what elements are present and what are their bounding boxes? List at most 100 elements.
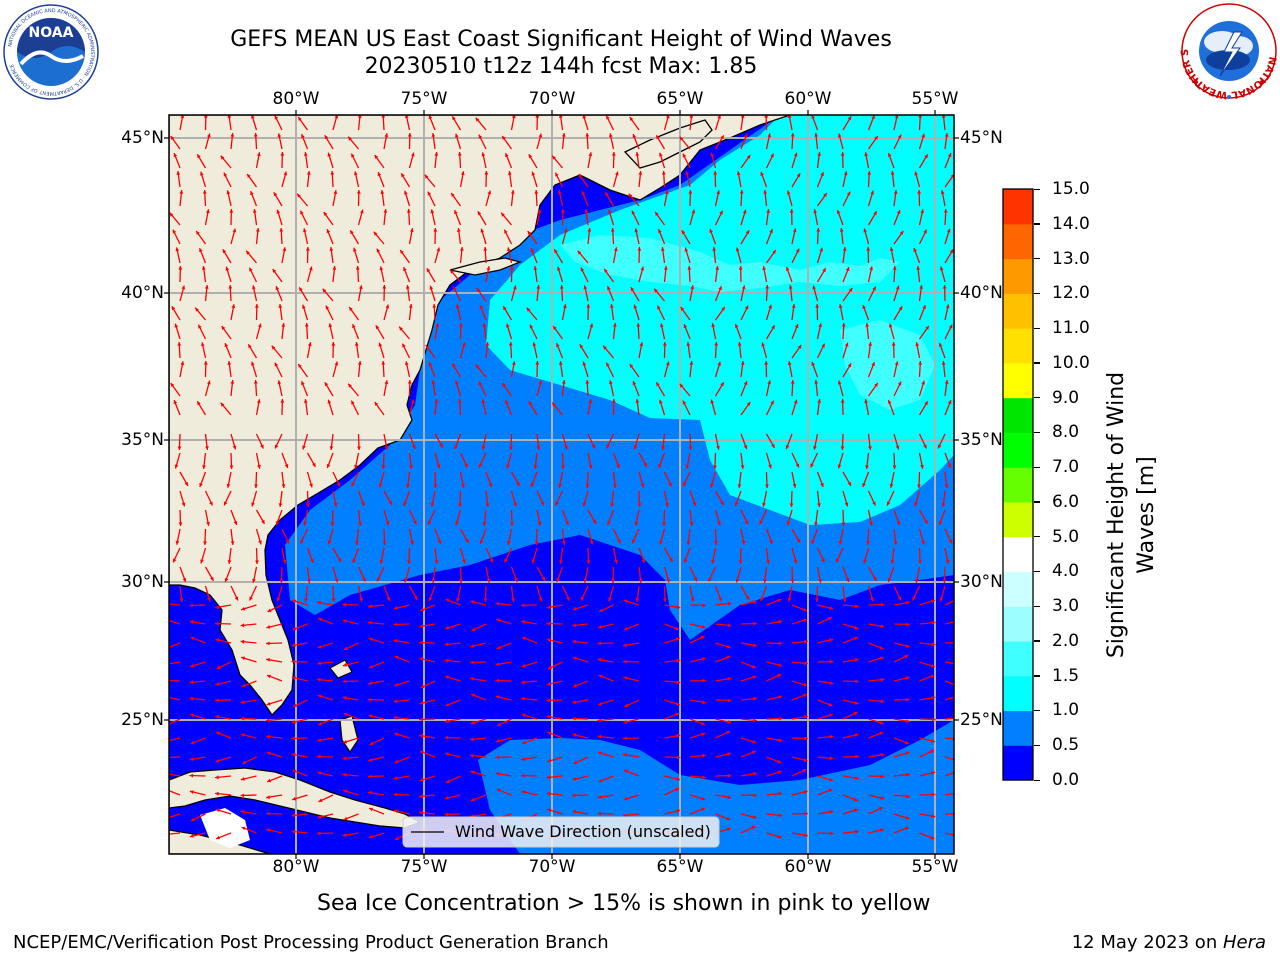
wave-direction-arrowhead (405, 285, 410, 289)
wave-direction-arrowhead (292, 796, 297, 801)
wave-direction-arrowhead (702, 700, 706, 704)
wave-direction-arrowhead (887, 400, 892, 404)
wave-direction-arrowhead (769, 229, 773, 234)
wave-direction-arrowhead (507, 540, 511, 545)
wave-direction-arrowhead (384, 133, 389, 138)
wave-direction-arrowhead (521, 713, 526, 718)
wave-direction-arrowhead (623, 720, 628, 724)
wave-direction-arrowhead (623, 753, 627, 757)
wave-direction-arrowhead (215, 775, 219, 780)
wave-direction-arrowhead (897, 381, 902, 386)
land-long-island (449, 257, 523, 276)
wave-direction-arrowhead (496, 788, 501, 793)
wave-direction-arrowhead (513, 285, 517, 290)
wave-direction-arrowhead (753, 793, 757, 798)
wave-direction-arrowhead (180, 361, 185, 366)
colorbar-segment (1003, 328, 1033, 364)
wave-direction-arrowhead (196, 231, 200, 235)
wave-direction-arrowhead (462, 342, 466, 347)
wave-direction-arrowhead (919, 285, 924, 289)
wave-direction-arrowhead (636, 323, 641, 327)
wave-direction-arrowhead (349, 307, 353, 311)
wave-direction-arrowhead (553, 326, 557, 330)
wave-direction-arrowhead (632, 381, 637, 386)
wave-direction-arrowhead (837, 464, 842, 469)
wave-direction-arrowhead (734, 502, 739, 506)
wave-direction-arrowhead (521, 696, 525, 701)
wave-direction-arrowhead (812, 285, 816, 290)
colorbar-segment (1003, 223, 1033, 260)
wave-direction-arrowhead (586, 304, 591, 308)
date-prefix: 12 May 2023 on (1071, 932, 1223, 953)
wave-direction-arrowhead (701, 807, 705, 812)
colorbar-tick (1034, 258, 1040, 260)
wave-direction-arrowhead (354, 342, 359, 346)
wave-direction-arrowhead (399, 326, 403, 331)
wave-direction-arrowhead (251, 115, 255, 119)
wave-direction-arrowhead (310, 559, 314, 563)
colorbar-segment (1003, 640, 1033, 677)
wave-direction-arrowhead (823, 193, 827, 197)
wave-direction-arrowhead (307, 579, 311, 583)
wave-direction-arrowhead (950, 174, 954, 178)
wave-direction-arrowhead (938, 343, 943, 347)
wave-direction-arrowhead (765, 285, 770, 289)
wave-direction-arrowhead (521, 757, 525, 761)
wave-direction-arrowhead (839, 228, 844, 232)
wave-direction-arrowhead (419, 777, 424, 782)
wave-direction-arrowhead (305, 247, 310, 251)
wave-direction-arrowhead (778, 695, 783, 699)
wave-direction-arrowhead (354, 171, 358, 176)
wave-direction-arrowhead (821, 558, 825, 563)
colorbar-tick (1034, 292, 1040, 295)
wave-direction-arrowhead (215, 682, 220, 686)
wave-direction-arrowhead (803, 693, 807, 698)
wave-direction-arrowhead (887, 153, 892, 157)
wave-direction-arrowhead (292, 626, 297, 631)
wave-direction-arrowhead (407, 560, 411, 564)
wave-direction-arrowhead (342, 679, 347, 684)
wave-direction-arrowhead (869, 266, 873, 271)
wave-direction-arrowhead (686, 342, 691, 346)
wave-direction-arrowhead (240, 810, 245, 814)
wave-direction-arrowhead (795, 463, 800, 468)
wave-direction-arrowhead (829, 681, 834, 685)
wave-direction-arrowhead (778, 663, 783, 667)
wave-direction-arrowhead (684, 247, 689, 252)
wave-direction-arrowhead (610, 503, 614, 507)
wave-direction-arrowhead (840, 399, 845, 403)
wave-direction-arrowhead (948, 324, 953, 329)
wave-direction-arrowhead (266, 795, 270, 799)
wave-direction-arrowhead (189, 773, 194, 778)
wave-direction-arrowhead (938, 521, 943, 525)
wave-direction-arrowhead (254, 304, 259, 308)
wave-direction-arrowhead (727, 601, 732, 606)
wave-direction-arrowhead (564, 228, 568, 233)
wave-direction-arrowhead (606, 115, 610, 120)
wave-direction-arrowhead (191, 817, 195, 821)
wave-direction-arrowhead (640, 483, 645, 488)
wave-direction-arrowhead (419, 624, 423, 628)
wave-direction-arrowhead (681, 230, 686, 235)
wave-direction-arrowhead (848, 288, 853, 292)
wave-direction-arrowhead (204, 285, 209, 289)
wind-wave-direction-arrows (169, 115, 954, 841)
wave-direction-arrowhead (572, 777, 577, 781)
wave-direction-arrowhead (271, 345, 276, 350)
wave-direction-arrowhead (557, 266, 561, 271)
wave-direction-arrowhead (726, 827, 731, 832)
wave-direction-arrowhead (905, 676, 910, 680)
wave-direction-arrowhead (358, 285, 363, 290)
wave-direction-arrowhead (318, 617, 322, 622)
wave-direction-arrowhead (710, 152, 714, 157)
wave-field-1.5-2m (560, 235, 900, 292)
wave-direction-arrowhead (686, 541, 691, 545)
wave-direction-arrowhead (177, 446, 182, 450)
wave-direction-arrowhead (471, 693, 475, 698)
wave-direction-arrowhead (203, 361, 208, 365)
wave-direction-arrowhead (888, 323, 893, 328)
wave-direction-arrowhead (739, 190, 744, 194)
wave-direction-arrowhead (635, 598, 640, 602)
wave-direction-arrowhead (333, 502, 338, 507)
wave-direction-arrowhead (572, 656, 577, 661)
